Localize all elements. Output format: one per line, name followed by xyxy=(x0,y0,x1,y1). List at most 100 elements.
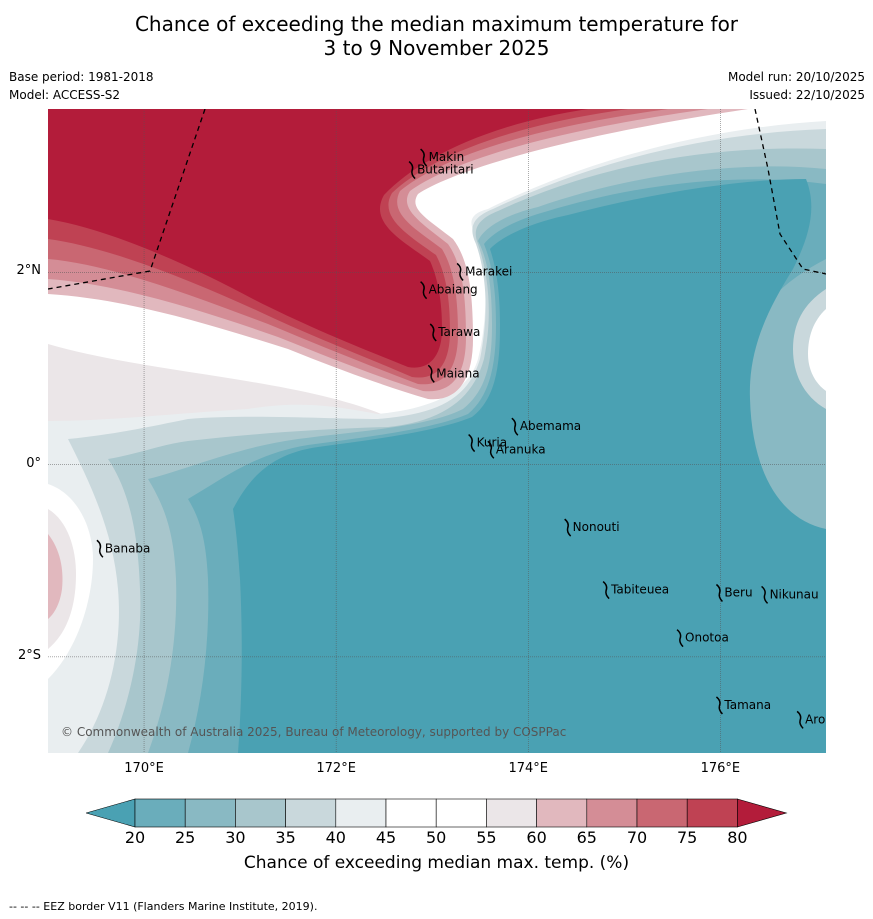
colorbar-segment xyxy=(285,798,337,828)
island-label: Beru xyxy=(724,585,752,599)
eez-footnote: -- -- -- EEZ border V11 (Flanders Marine… xyxy=(9,900,318,913)
island-outline xyxy=(420,148,428,167)
island-maiana: Maiana xyxy=(427,364,480,383)
band-west-60-65 xyxy=(48,534,63,619)
band-under-20 xyxy=(233,179,826,753)
map-title: Chance of exceeding the median maximum t… xyxy=(0,12,873,60)
island-butaritari: Butaritari xyxy=(408,160,474,180)
colorbar-tick-label: 45 xyxy=(375,828,397,847)
colorbar-tick-label: 20 xyxy=(124,828,146,847)
island-beru: Beru xyxy=(715,583,753,603)
island-kuria: Kuria xyxy=(468,433,508,453)
island-label: Tarawa xyxy=(437,325,480,339)
island-outline xyxy=(429,323,437,342)
copyright-notice: © Commonwealth of Australia 2025, Bureau… xyxy=(61,725,566,739)
colorbar-extend-low xyxy=(86,798,136,828)
base-period: Base period: 1981-2018 xyxy=(9,70,154,84)
eez-border-east xyxy=(754,109,826,275)
island-aranuka: Aranuka xyxy=(487,440,546,459)
colorbar-segment xyxy=(536,798,588,828)
island-banaba: Banaba xyxy=(96,539,151,558)
island-outline xyxy=(761,585,769,604)
island-label: Arorae xyxy=(805,712,826,726)
issued-date: Issued: 22/10/2025 xyxy=(749,88,865,102)
colorbar-tick-label: 60 xyxy=(526,828,547,847)
meta-left: Base period: 1981-2018 Model: ACCESS-S2 xyxy=(9,68,154,104)
island-label: Abaiang xyxy=(429,283,478,297)
island-makin: Makin xyxy=(420,148,464,167)
band-east-50-55 xyxy=(808,309,826,391)
colorbar-tick-label: 70 xyxy=(626,828,648,847)
island-outline xyxy=(420,281,428,300)
colorbar-segment xyxy=(686,798,738,828)
model-run: Model run: 20/10/2025 xyxy=(727,70,865,84)
island-outline xyxy=(408,160,416,180)
colorbar-segment xyxy=(235,798,286,828)
island-label: Butaritari xyxy=(417,163,474,177)
title-line-1: Chance of exceeding the median maximum t… xyxy=(134,12,739,36)
colorbar xyxy=(86,798,788,828)
colorbar-segment xyxy=(335,798,387,828)
colorbar-segment xyxy=(385,798,437,828)
island-abemama: Abemama xyxy=(511,417,581,436)
island-outline xyxy=(715,583,723,603)
colorbar-segment xyxy=(636,798,688,828)
island-outline xyxy=(456,262,464,281)
colorbar-tick-label: 55 xyxy=(476,828,497,847)
island-tamana: Tamana xyxy=(715,696,771,715)
island-label: Marakei xyxy=(465,264,512,278)
island-outline xyxy=(715,696,723,715)
island-label: Nikunau xyxy=(770,587,819,601)
colorbar-tick-label: 35 xyxy=(275,828,296,847)
island-label: Kuria xyxy=(477,436,508,450)
island-label: Maiana xyxy=(436,366,479,380)
island-nikunau: Nikunau xyxy=(761,585,819,604)
title-line-2: 3 to 9 November 2025 xyxy=(323,36,550,60)
x-tick-label: 174°E xyxy=(508,761,548,776)
island-outline xyxy=(602,581,610,600)
colorbar-segment xyxy=(134,798,186,828)
island-outline xyxy=(796,710,804,729)
y-tick-label: 2°S xyxy=(17,647,41,663)
island-tarawa: Tarawa xyxy=(429,323,480,342)
y-tick-label: 0° xyxy=(26,455,41,471)
colorbar-tick-label: 50 xyxy=(426,828,447,847)
island-onotoa: Onotoa xyxy=(676,629,729,648)
island-label: Banaba xyxy=(105,541,151,555)
island-tabiteuea: Tabiteuea xyxy=(602,581,669,600)
colorbar-segment xyxy=(486,798,537,828)
eez-border xyxy=(48,109,826,290)
colorbar-extend-high xyxy=(737,798,788,828)
colorbar-tick-label: 30 xyxy=(225,828,246,847)
island-label: Tabiteuea xyxy=(610,583,669,597)
island-label: Onotoa xyxy=(685,631,729,645)
island-label: Aranuka xyxy=(496,442,546,456)
island-outline xyxy=(487,440,495,459)
island-arorae: Arorae xyxy=(796,710,826,729)
x-tick-label: 172°E xyxy=(316,761,356,776)
colorbar-segment xyxy=(184,798,236,828)
eez-border-west xyxy=(48,109,206,290)
island-label: Nonouti xyxy=(573,520,620,534)
island-marakei: Marakei xyxy=(456,262,512,281)
island-nonouti: Nonouti xyxy=(564,518,620,537)
meta-right: Model run: 20/10/2025 Issued: 22/10/2025 xyxy=(728,68,865,104)
colorbar-tick-label: 65 xyxy=(576,828,597,847)
colorbar-title: Chance of exceeding median max. temp. (%… xyxy=(243,853,630,873)
island-outline xyxy=(96,539,104,558)
island-outline xyxy=(468,433,476,453)
island-label: Tamana xyxy=(723,698,771,712)
island-outline xyxy=(511,417,519,436)
colorbar-tick-label: 40 xyxy=(325,828,346,847)
colorbar-tick-label: 25 xyxy=(175,828,196,847)
graticule xyxy=(48,109,826,753)
probability-field xyxy=(48,109,826,753)
island-label: Abemama xyxy=(520,419,581,433)
island-outline xyxy=(427,364,435,383)
island-abaiang: Abaiang xyxy=(420,281,478,300)
colorbar-segment xyxy=(435,798,487,828)
x-tick-label: 170°E xyxy=(124,761,164,776)
island-outline xyxy=(564,518,572,537)
